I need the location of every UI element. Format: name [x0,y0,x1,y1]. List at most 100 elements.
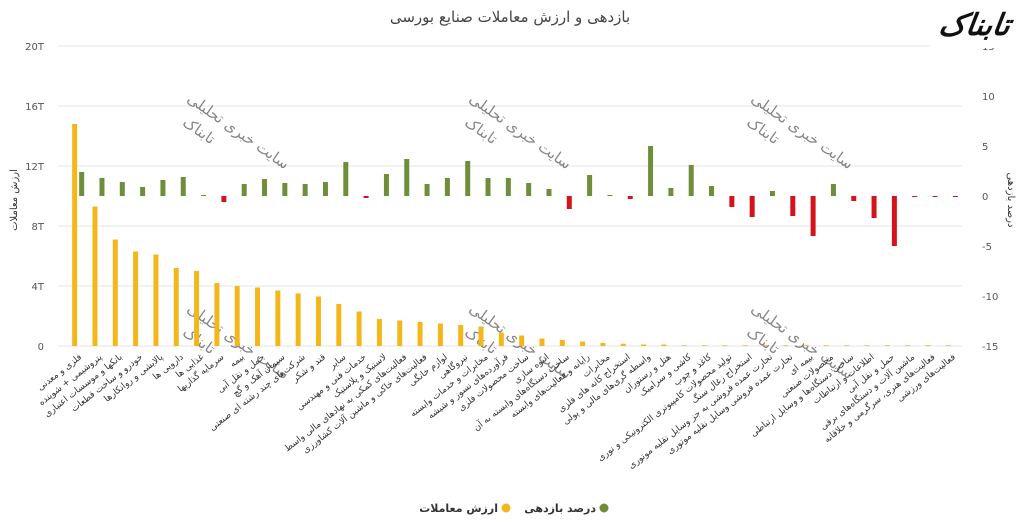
bar-trade-value [539,338,545,346]
bar-trade-value [255,287,261,346]
bar-trade-value [559,340,565,346]
gridlines [58,45,962,347]
bar-trade-value [112,239,118,346]
bar-return [830,184,836,196]
bar-return [769,191,775,196]
bar-return [201,195,207,196]
right-tick-label: 5 [982,142,988,153]
bar-trade-value [72,124,78,346]
bar-trade-value [925,345,931,346]
bar-trade-value [519,335,525,346]
bar-return [749,196,755,217]
bar-trade-value [133,251,139,346]
bar-return [343,162,349,196]
bar-return [221,196,227,202]
bar-trade-value [661,344,667,346]
right-tick-label: 10 [982,92,995,103]
bar-return [871,196,877,218]
bar-return [729,196,735,207]
bar-return [424,184,430,196]
right-tick-label: -10 [982,292,998,303]
left-tick-label: 8T [32,222,45,233]
bar-return [587,175,593,196]
bar-trade-value [478,326,484,346]
bars [72,124,958,346]
bar-trade-value [844,345,850,346]
bar-trade-value [295,293,301,346]
bar-trade-value [376,319,382,346]
bar-trade-value [275,290,281,346]
bar-trade-value [315,296,321,346]
bar-trade-value [153,254,159,346]
bar-trade-value [681,345,687,346]
bar-return [546,189,552,196]
bar-return [952,196,958,197]
logo-text: تابناک [936,7,1012,43]
bar-trade-value [356,311,362,346]
bar-trade-value [905,345,911,346]
bar-trade-value [234,286,240,346]
bar-trade-value [742,345,748,346]
bar-trade-value [498,332,504,346]
bar-trade-value [620,343,626,346]
bar-trade-value [702,345,708,346]
bar-return [241,184,247,196]
bar-return [119,182,125,196]
legend: درصد بازدهی ارزش معاملات [419,502,609,515]
bar-trade-value [92,206,98,346]
legend-label: درصد بازدهی [524,502,596,515]
bar-return [932,196,938,197]
right-tick-label: -5 [982,242,992,253]
left-tick-label: 4T [32,282,45,293]
bar-return [444,178,450,196]
right-tick-label: 0 [982,192,988,203]
bar-return [526,183,532,196]
bar-trade-value [580,341,586,346]
bar-return [262,179,268,196]
bar-return [383,174,389,196]
bar-trade-value [397,320,403,346]
bar-return [810,196,816,236]
left-tick-label: 20T [25,42,45,53]
legend-marker [599,503,609,513]
bar-return [404,159,410,196]
bar-return [912,196,918,197]
right-tick-label: -15 [982,342,998,353]
left-axis-label: ارزش معاملات [9,169,20,231]
right-axis-ticks: -15-10-5051015 [982,42,998,353]
bar-trade-value [214,283,220,346]
left-tick-label: 16T [25,102,45,113]
bar-return [485,178,491,196]
bar-trade-value [722,345,728,346]
bar-return [891,196,897,246]
bar-trade-value [884,345,890,346]
bar-return [302,184,308,196]
bar-trade-value [458,325,464,346]
bar-trade-value [437,323,443,346]
bar-trade-value [173,268,179,346]
bar-return [282,183,288,196]
bar-return [79,172,85,196]
left-axis-ticks: 0 4T 8T 12T 16T 20T [25,42,45,353]
bar-return [709,186,715,196]
bar-return [99,178,105,196]
bar-trade-value [864,345,870,346]
bar-trade-value [945,345,951,346]
bar-return [607,195,613,196]
bar-trade-value [803,345,809,346]
bar-return [627,196,633,199]
bar-return [566,196,572,209]
bar-return [790,196,796,216]
bar-return [668,188,674,196]
bar-trade-value [336,304,342,346]
bar-trade-value [194,271,200,346]
bar-return [851,196,857,201]
legend-label: ارزش معاملات [419,502,498,515]
legend-marker [501,503,511,513]
